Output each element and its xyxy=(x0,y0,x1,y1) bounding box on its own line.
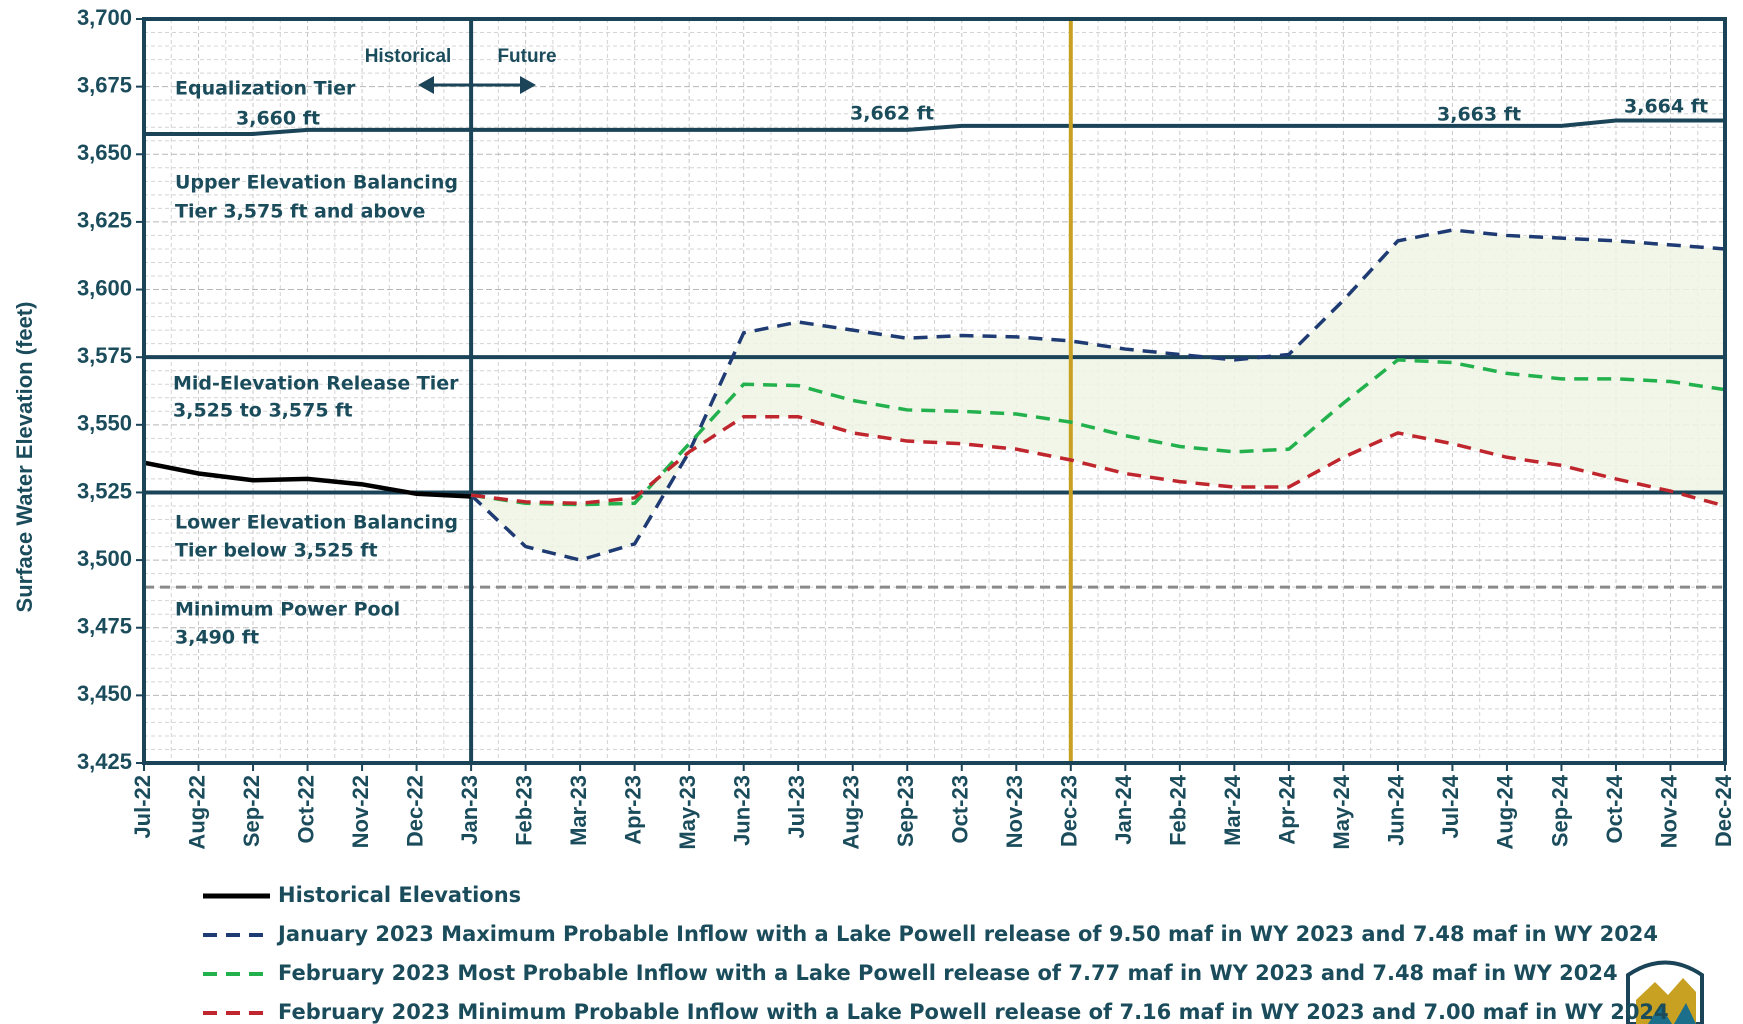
tier-label: Upper Elevation Balancing xyxy=(175,172,458,194)
y-tick-label: 3,600 xyxy=(77,275,132,300)
tier-label: Minimum Power Pool xyxy=(175,599,400,621)
tier-label: 3,490 ft xyxy=(175,627,259,649)
eq-label: 3,662 ft xyxy=(850,103,934,125)
legend-label: February 2023 Most Probable Inflow with … xyxy=(278,961,1618,985)
series-line xyxy=(143,460,472,499)
legend-label: Historical Elevations xyxy=(278,883,521,907)
x-tick-label: Sep-24 xyxy=(1547,774,1572,847)
tier-label: Tier below 3,525 ft xyxy=(175,540,378,562)
x-tick-label: Nov-23 xyxy=(1002,775,1027,848)
x-tick-label: Dec-23 xyxy=(1057,775,1082,847)
x-tick-label: Jul-23 xyxy=(784,775,809,839)
x-tick-label: Oct-23 xyxy=(948,775,973,843)
x-tick-label: Jul-24 xyxy=(1438,774,1463,838)
x-tick-label: Jan-24 xyxy=(1111,774,1136,844)
x-tick-label: Jan-23 xyxy=(457,775,482,845)
x-tick-label: Aug-24 xyxy=(1493,774,1518,849)
x-tick-label: May-23 xyxy=(675,775,700,850)
future-label: Future xyxy=(497,46,556,67)
logo xyxy=(1626,960,1704,1024)
x-tick-label: Mar-24 xyxy=(1220,774,1245,846)
y-tick-label: 3,625 xyxy=(77,208,132,233)
plot-frame xyxy=(142,17,1727,765)
y-tick-label: 3,550 xyxy=(77,411,132,436)
x-tick-label: Oct-22 xyxy=(293,775,318,843)
x-tick-label: Jun-23 xyxy=(730,775,755,846)
historical-label: Historical xyxy=(365,46,452,67)
x-tick-label: Aug-23 xyxy=(839,775,864,850)
tier-label: Equalization Tier xyxy=(175,78,356,100)
legend-label: January 2023 Maximum Probable Inflow wit… xyxy=(276,922,1658,946)
arrow-head xyxy=(520,76,536,94)
y-tick-label: 3,500 xyxy=(77,546,132,571)
x-tick-label: Oct-24 xyxy=(1602,774,1627,843)
eq-label: 3,660 ft xyxy=(236,108,320,130)
tier-label: Tier 3,575 ft and above xyxy=(175,201,425,223)
y-tick-label: 3,575 xyxy=(77,343,132,368)
y-tick-label: 3,675 xyxy=(77,72,132,97)
y-tick-label: 3,650 xyxy=(77,140,132,165)
x-tick-label: Sep-23 xyxy=(893,775,918,847)
x-tick-label: Dec-24 xyxy=(1711,774,1736,847)
x-tick-label: Jul-22 xyxy=(130,775,155,839)
y-tick-label: 3,450 xyxy=(77,681,132,706)
x-tick-label: Feb-24 xyxy=(1166,774,1191,846)
x-tick-label: May-24 xyxy=(1329,774,1354,849)
eq-label: 3,664 ft xyxy=(1624,96,1708,118)
annotations: Historical Future Equalization Tier 3,66… xyxy=(173,46,1708,648)
series-line xyxy=(469,228,1726,562)
tier-label: 3,525 to 3,575 ft xyxy=(173,400,353,422)
x-tick-label: Jun-24 xyxy=(1384,774,1409,846)
range-area xyxy=(471,230,1725,561)
y-axis-label: Surface Water Elevation (feet) xyxy=(12,302,37,613)
x-tick-label: Nov-24 xyxy=(1656,774,1681,848)
eq-label: 3,663 ft xyxy=(1437,104,1521,126)
x-tick-label: Mar-23 xyxy=(566,775,591,846)
y-tick-label: 3,475 xyxy=(77,614,132,639)
arrow-head xyxy=(418,76,434,94)
x-tick-label: Nov-22 xyxy=(348,775,373,848)
equalization-line xyxy=(144,118,1725,136)
tier-label: Lower Elevation Balancing xyxy=(175,512,458,534)
y-tick-label: 3,700 xyxy=(77,5,132,30)
series-line xyxy=(470,358,1726,507)
y-tick-label: 3,425 xyxy=(77,749,132,774)
x-tick-label: Sep-22 xyxy=(239,775,264,847)
x-tick-label: Apr-24 xyxy=(1275,774,1300,844)
legend-label: February 2023 Minimum Probable Inflow wi… xyxy=(278,1000,1669,1024)
x-tick-label: Feb-23 xyxy=(511,775,536,846)
x-tick-label: Aug-22 xyxy=(184,775,209,850)
plot-area: 3,425 3,450 3,475 3,500 3,525 3,550 3,575 3,600… xyxy=(77,5,1736,850)
x-tick-label: Dec-22 xyxy=(402,775,427,847)
y-tick-label: 3,525 xyxy=(77,478,132,503)
tier-label: Mid-Elevation Release Tier xyxy=(173,373,459,395)
x-tick-label: Apr-23 xyxy=(620,775,645,845)
